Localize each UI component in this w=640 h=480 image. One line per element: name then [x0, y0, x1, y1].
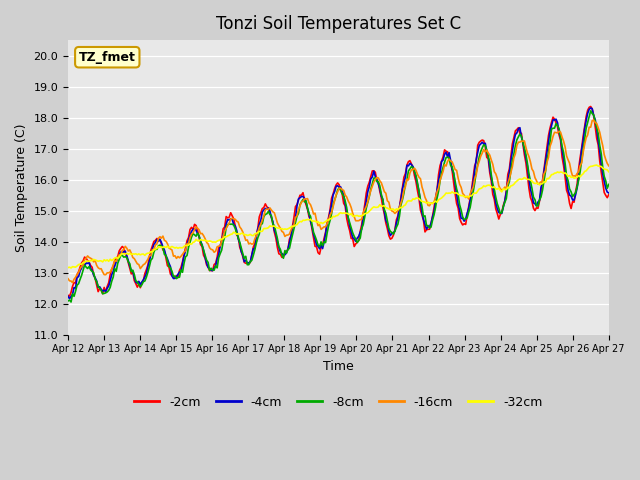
-16cm [64, 276, 72, 282]
-4cm [576, 161, 584, 167]
-8cm [245, 262, 253, 267]
-16cm [245, 241, 253, 247]
-4cm [227, 216, 234, 222]
-8cm [254, 235, 262, 240]
-32cm [605, 169, 612, 175]
-8cm [587, 108, 595, 114]
Text: TZ_fmet: TZ_fmet [79, 51, 136, 64]
-16cm [227, 216, 234, 222]
-4cm [605, 190, 612, 196]
-8cm [227, 221, 234, 227]
-4cm [245, 260, 253, 266]
-4cm [66, 296, 74, 301]
-16cm [576, 163, 584, 169]
-32cm [245, 232, 253, 238]
-8cm [132, 278, 140, 284]
-4cm [254, 226, 262, 232]
Line: -16cm: -16cm [68, 120, 609, 283]
X-axis label: Time: Time [323, 360, 354, 373]
-2cm [605, 192, 612, 197]
-16cm [132, 258, 140, 264]
-32cm [132, 251, 140, 257]
-8cm [605, 181, 612, 187]
-2cm [245, 260, 253, 266]
-16cm [590, 118, 598, 123]
-4cm [587, 105, 595, 111]
Line: -32cm: -32cm [68, 165, 609, 268]
-32cm [67, 265, 75, 271]
-2cm [64, 292, 72, 298]
-16cm [254, 229, 262, 235]
-2cm [302, 202, 310, 207]
-4cm [132, 279, 140, 285]
-2cm [576, 155, 584, 161]
-2cm [66, 293, 74, 299]
-8cm [64, 298, 72, 304]
-8cm [302, 198, 310, 204]
-16cm [68, 280, 76, 286]
-4cm [64, 293, 72, 299]
-32cm [254, 229, 262, 235]
-8cm [67, 299, 75, 305]
-32cm [593, 162, 600, 168]
Line: -8cm: -8cm [68, 111, 609, 302]
Legend: -2cm, -4cm, -8cm, -16cm, -32cm: -2cm, -4cm, -8cm, -16cm, -32cm [129, 391, 548, 414]
Line: -2cm: -2cm [68, 107, 609, 296]
Y-axis label: Soil Temperature (C): Soil Temperature (C) [15, 123, 28, 252]
-2cm [132, 281, 140, 287]
-2cm [587, 104, 595, 109]
-2cm [227, 210, 234, 216]
-2cm [254, 225, 262, 231]
-32cm [227, 231, 234, 237]
-32cm [576, 174, 584, 180]
-4cm [302, 199, 310, 204]
-8cm [576, 169, 584, 175]
Title: Tonzi Soil Temperatures Set C: Tonzi Soil Temperatures Set C [216, 15, 461, 33]
-16cm [605, 163, 612, 169]
-16cm [302, 196, 310, 202]
-32cm [302, 217, 310, 223]
Line: -4cm: -4cm [68, 108, 609, 299]
-32cm [64, 264, 72, 270]
